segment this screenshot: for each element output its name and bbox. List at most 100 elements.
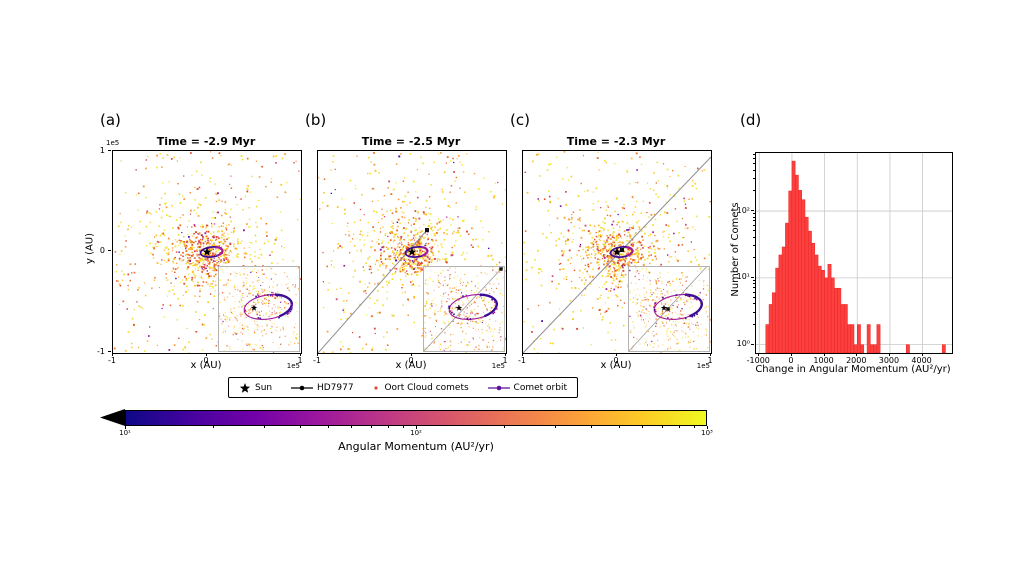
- histogram-bar: [853, 344, 858, 353]
- legend-item-sun: Sun: [239, 382, 272, 394]
- histogram-bar: [824, 277, 829, 353]
- panel-d-y-minor-tick: [752, 230, 755, 232]
- histogram-bar: [840, 304, 845, 353]
- panel-b-plot: [317, 150, 507, 354]
- histogram-bar: [785, 222, 789, 353]
- panel-d-y-minor-tick: [752, 213, 755, 215]
- colorbar-minor-tick: [300, 426, 302, 428]
- colorbar-tick-label: 10²: [410, 429, 422, 437]
- panel-d-xtick-label: -1000: [746, 356, 770, 365]
- panel-d-xlabel: Change in Angular Momentum (AU²/yr): [755, 364, 951, 375]
- legend-item-oort-cloud-comets: Oort Cloud comets: [372, 382, 469, 393]
- colorbar-tick-mark: [707, 426, 708, 429]
- panel-d-xtick-mark: [921, 353, 923, 356]
- panel-d-ytick-mark: [751, 276, 754, 278]
- histogram-bar: [847, 324, 851, 353]
- colorbar-minor-tick: [212, 426, 214, 428]
- legend-item-hd7977: HD7977: [290, 382, 354, 393]
- histogram-bar: [850, 324, 855, 353]
- histogram-bar: [788, 190, 793, 353]
- panel-b-title: Time = -2.5 Myr: [361, 135, 461, 148]
- histogram-plot-area: [756, 153, 952, 353]
- panel-c-xtick-label: -1: [518, 356, 526, 365]
- panel-d-xtick-label: 3000: [878, 356, 900, 365]
- panel-d-y-minor-tick: [752, 303, 755, 305]
- panel-d-xtick-mark: [823, 353, 825, 356]
- colorbar-minor-tick: [619, 426, 621, 428]
- histogram-bar: [765, 324, 770, 353]
- colorbar-tick-mark: [125, 426, 126, 429]
- panel-d-xtick-label: 2000: [846, 356, 867, 365]
- panel-d-y-minor-tick: [752, 178, 755, 180]
- panel-d-y-minor-tick: [752, 296, 755, 298]
- panel-d-xtick-mark: [856, 353, 858, 356]
- histogram-bar: [791, 160, 796, 353]
- colorbar-extend-arrow-icon: [100, 409, 125, 426]
- histogram-bar: [827, 263, 832, 353]
- panel-a-ytick-mark: [108, 351, 111, 352]
- colorbar: [125, 410, 707, 426]
- histogram-bar: [781, 246, 786, 353]
- dot-marker-icon: [374, 385, 379, 390]
- histogram-bar: [941, 344, 946, 353]
- panel-d-xtick-label: 4000: [911, 356, 932, 365]
- panel-c-title: Time = -2.3 Myr: [566, 135, 666, 148]
- panel-c-xtick-mark: [710, 353, 711, 356]
- histogram-bar: [876, 324, 881, 353]
- colorbar-tick-label: 10³: [701, 429, 713, 437]
- panel-d-plot: [755, 152, 953, 354]
- line-dot-marker-icon: [487, 385, 510, 390]
- panel-c-xlabel: x (AU): [600, 360, 632, 371]
- colorbar-minor-tick: [263, 426, 265, 428]
- panel-d-y-minor-tick: [752, 236, 755, 238]
- line-dot-marker-icon: [290, 385, 313, 390]
- panel-d-y-minor-tick: [752, 153, 755, 155]
- panel-c-label: (c): [510, 111, 530, 129]
- panel-c-plot: [522, 150, 712, 354]
- histogram-bar: [772, 292, 776, 353]
- legend-item-label: HD7977: [316, 382, 354, 393]
- panel-d-xtick-label: 1000: [813, 356, 834, 365]
- colorbar-minor-tick: [554, 426, 556, 428]
- panel-d-y-minor-tick: [752, 189, 755, 191]
- legend-item-label: Sun: [255, 382, 273, 393]
- colorbar-minor-tick: [503, 426, 505, 428]
- panel-a-xtick-label: -1: [108, 356, 116, 365]
- panel-d-y-minor-tick: [752, 163, 755, 165]
- panel-a-plot: [112, 150, 302, 354]
- panel-a-title: Time = -2.9 Myr: [156, 135, 256, 148]
- panel-d-y-minor-tick: [752, 220, 755, 222]
- panel-d-xtick-label: 0: [788, 356, 794, 365]
- histogram-bar: [830, 277, 835, 353]
- panel-b-xtick-mark: [411, 353, 412, 356]
- histogram-bar: [794, 174, 799, 353]
- histogram-bar: [837, 287, 842, 353]
- legend-item-label: Oort Cloud comets: [384, 382, 469, 393]
- panel-d-ytick-mark: [751, 210, 754, 212]
- panel-b-label: (b): [305, 111, 327, 129]
- histogram-bar: [866, 324, 871, 353]
- colorbar-minor-tick: [693, 426, 695, 428]
- colorbar-minor-tick: [661, 426, 663, 428]
- histogram-bar: [870, 344, 874, 353]
- colorbar-minor-tick: [591, 426, 593, 428]
- panel-d-ytick-label: 10¹: [736, 272, 750, 282]
- panel-c-xtick-label: 0: [613, 356, 619, 365]
- histogram-bar: [814, 254, 819, 353]
- histogram-bar: [906, 344, 910, 353]
- legend-item-label: Comet orbit: [513, 382, 567, 393]
- histogram-bar: [808, 230, 812, 353]
- colorbar-minor-tick: [642, 426, 644, 428]
- colorbar-minor-tick: [351, 426, 353, 428]
- panel-a-ytick-label: 1: [99, 146, 105, 155]
- histogram-bar: [843, 304, 848, 353]
- legend-item-comet-orbit: Comet orbit: [487, 382, 567, 393]
- histogram-bar: [798, 190, 802, 353]
- panel-c-xtick-mark: [522, 353, 523, 356]
- panel-a-ytick-mark: [108, 150, 111, 151]
- histogram-bar: [775, 267, 780, 353]
- histogram-bar: [804, 216, 809, 353]
- colorbar-label: Angular Momentum (AU²/yr): [338, 440, 494, 453]
- panel-a-xlabel: x (AU): [190, 360, 222, 371]
- panel-b-xtick-label: 1: [502, 356, 508, 365]
